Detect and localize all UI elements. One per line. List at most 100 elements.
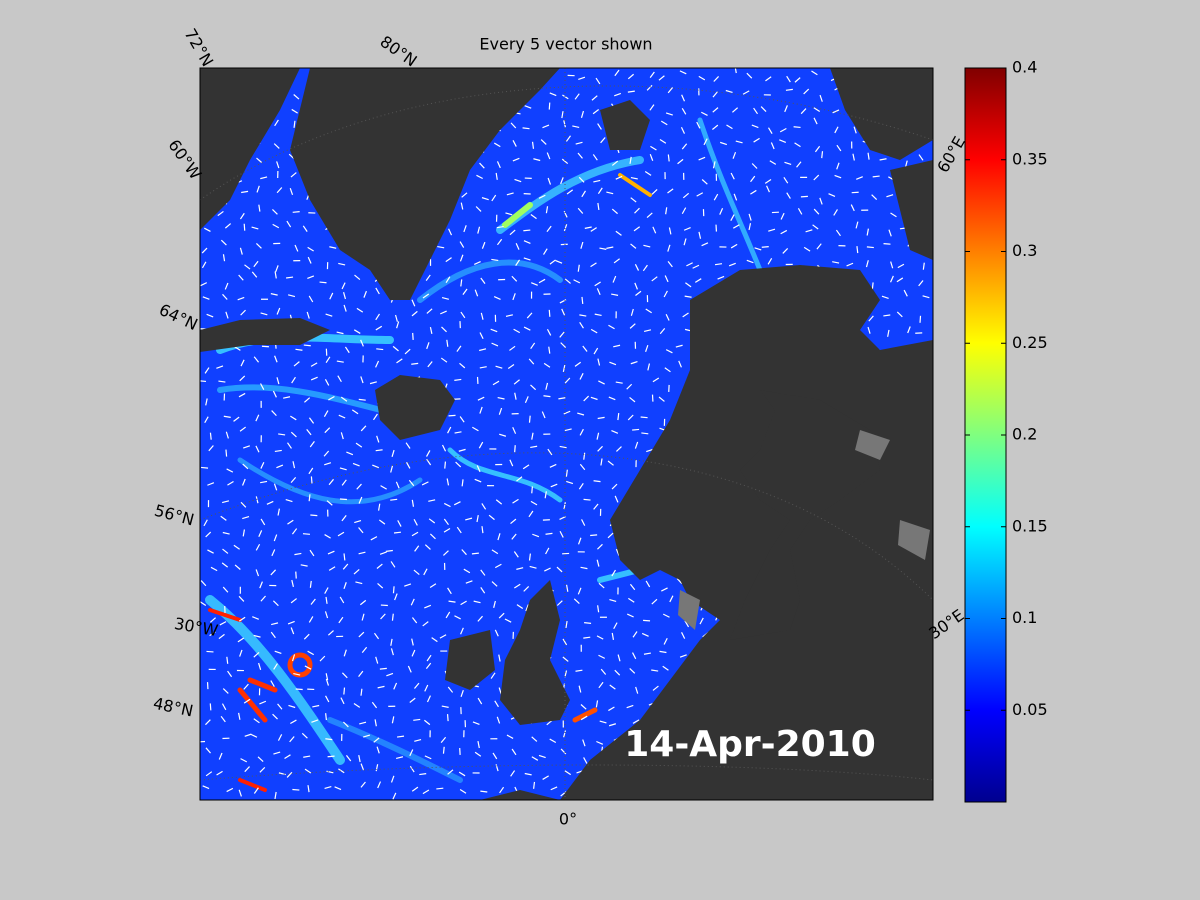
vector-arrow: [600, 458, 603, 466]
vector-arrow: [291, 654, 296, 662]
vector-arrow: [454, 615, 461, 620]
vector-arrow: [291, 376, 296, 384]
vector-arrow: [512, 140, 517, 147]
vector-arrow: [309, 549, 315, 557]
vector-arrow: [256, 157, 263, 164]
vector-arrow: [308, 467, 314, 475]
vector-arrow: [698, 231, 702, 239]
vector-arrow: [496, 716, 501, 724]
vector-arrow: [311, 719, 319, 723]
vector-arrow: [719, 207, 724, 215]
vector-arrow: [667, 244, 671, 252]
vector-arrow: [257, 756, 264, 762]
vector-arrow: [614, 92, 622, 97]
vector-arrow: [614, 495, 619, 503]
vector-arrow: [477, 226, 481, 234]
vector-arrow: [447, 769, 454, 775]
vector-arrow: [243, 223, 246, 231]
vector-arrow: [274, 355, 278, 363]
vector-arrow: [356, 483, 362, 490]
vector-arrow: [304, 768, 312, 774]
vector-arrow: [253, 718, 260, 724]
vector-arrow: [504, 618, 512, 623]
vector-arrow: [390, 465, 394, 473]
vector-arrow: [651, 276, 658, 282]
vector-arrow: [405, 442, 411, 449]
vector-arrow: [730, 172, 735, 180]
vector-arrow: [219, 621, 227, 626]
vector-arrow: [440, 357, 448, 363]
vector-arrow: [239, 426, 247, 432]
vector-arrow: [480, 312, 484, 320]
vector-arrow: [325, 738, 333, 741]
vector-arrow: [651, 669, 659, 672]
vector-arrow: [525, 604, 529, 612]
vector-arrow: [460, 311, 466, 319]
vector-arrow: [337, 375, 342, 383]
vector-arrow: [423, 568, 428, 576]
vector-arrow: [513, 379, 520, 385]
vector-arrow: [455, 461, 462, 468]
vector-arrow: [238, 616, 246, 622]
vector-arrow: [244, 264, 251, 270]
vector-arrow: [255, 569, 260, 577]
vector-arrow: [597, 123, 602, 130]
vector-arrow: [803, 88, 810, 95]
vector-arrow: [204, 227, 211, 232]
vector-arrow: [307, 256, 312, 264]
vector-arrow: [274, 449, 282, 453]
vector-arrow: [206, 313, 214, 318]
vector-arrow: [276, 307, 281, 315]
vector-arrow: [750, 175, 756, 183]
vector-arrow: [652, 377, 660, 383]
vector-arrow: [460, 627, 464, 635]
vector-arrow: [634, 207, 640, 214]
vector-arrow: [668, 227, 672, 235]
vector-arrow: [244, 766, 250, 773]
vector-arrow: [645, 345, 649, 353]
vector-arrow: [642, 264, 648, 272]
vector-arrow: [203, 519, 208, 527]
vector-arrow: [459, 788, 467, 794]
vector-arrow: [340, 432, 344, 440]
vector-arrow: [394, 314, 398, 322]
vector-arrow: [252, 616, 259, 620]
vector-arrow: [549, 738, 557, 744]
vector-arrow: [524, 105, 532, 109]
vector-arrow: [339, 596, 345, 604]
vector-arrow: [506, 734, 514, 739]
vector-arrow: [325, 356, 331, 364]
vector-arrow: [530, 445, 538, 449]
vector-arrow: [339, 498, 347, 501]
vector-arrow: [480, 569, 486, 576]
vector-arrow: [563, 730, 567, 738]
vector-arrow: [251, 226, 259, 230]
vector-arrow: [310, 362, 318, 367]
vector-arrow: [477, 741, 480, 749]
vector-arrow: [424, 684, 429, 692]
vector-arrow: [426, 342, 430, 350]
vector-arrow: [441, 296, 449, 300]
vector-arrow: [641, 432, 649, 435]
vector-arrow: [328, 395, 335, 401]
vector-arrow: [495, 365, 503, 369]
vector-arrow: [240, 309, 246, 316]
vector-arrow: [375, 656, 379, 664]
vector-arrow: [342, 292, 347, 300]
vector-arrow: [615, 548, 620, 556]
vector-arrow: [598, 654, 606, 659]
vector-arrow: [698, 75, 706, 81]
vector-arrow: [505, 314, 513, 317]
vector-arrow: [260, 312, 268, 316]
vector-arrow: [441, 705, 449, 708]
vector-arrow: [491, 581, 498, 587]
vector-arrow: [696, 192, 704, 197]
vector-arrow: [220, 715, 226, 723]
vector-arrow: [663, 637, 668, 645]
vector-arrow: [338, 768, 345, 774]
vector-arrow: [556, 566, 563, 573]
vector-arrow: [460, 202, 464, 210]
vector-arrow: [243, 445, 251, 449]
vector-arrow: [475, 206, 482, 212]
